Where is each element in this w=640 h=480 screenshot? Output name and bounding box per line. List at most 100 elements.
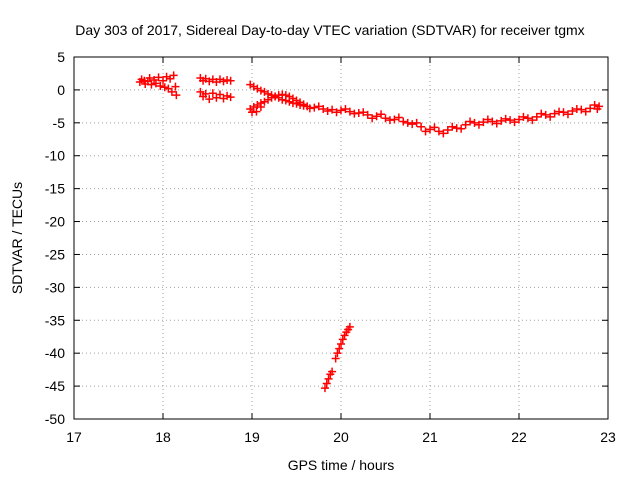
data-point	[264, 95, 273, 104]
data-point	[271, 92, 280, 101]
data-point	[399, 117, 408, 126]
data-point	[338, 335, 347, 344]
data-point	[461, 120, 470, 129]
data-point	[337, 339, 345, 348]
data-point	[417, 122, 426, 131]
data-point	[196, 87, 205, 96]
data-point	[341, 104, 350, 113]
data-point	[501, 114, 510, 123]
data-point	[350, 109, 359, 118]
x-tick-label: 21	[422, 429, 438, 445]
y-axis-label: SDTVAR / TECUs	[9, 182, 25, 294]
data-point	[253, 84, 262, 93]
data-point	[215, 90, 224, 99]
data-point	[332, 108, 341, 117]
data-point	[299, 100, 308, 109]
data-points	[135, 71, 604, 393]
x-tick-label: 20	[333, 429, 349, 445]
data-point	[151, 79, 160, 88]
data-point	[167, 87, 176, 96]
data-point	[426, 125, 434, 134]
data-point	[337, 106, 345, 115]
data-point	[488, 117, 497, 126]
data-point	[169, 71, 178, 80]
data-point	[492, 119, 501, 128]
data-point	[154, 73, 163, 82]
data-point	[568, 106, 577, 115]
data-point	[260, 87, 269, 96]
data-point	[253, 101, 262, 110]
data-point	[546, 112, 555, 121]
data-point	[314, 102, 323, 111]
data-point	[320, 384, 329, 393]
y-tick-label: -50	[45, 411, 65, 427]
data-point	[457, 124, 466, 133]
data-point	[474, 120, 483, 129]
data-point	[162, 72, 171, 81]
data-point	[394, 113, 403, 122]
data-point	[372, 112, 381, 121]
data-point	[377, 110, 386, 119]
x-tick-labels: 17 18 19 20 21 22 23	[66, 429, 616, 445]
x-tick-label: 23	[600, 429, 616, 445]
data-point	[305, 104, 314, 113]
data-point	[537, 109, 546, 118]
data-point	[171, 82, 180, 91]
data-point	[226, 76, 235, 85]
y-tick-label: -30	[45, 279, 65, 295]
data-point	[205, 95, 214, 104]
data-point	[324, 374, 333, 383]
y-tick-label: -20	[45, 214, 65, 230]
data-point	[145, 74, 154, 83]
data-point	[285, 92, 294, 101]
y-tick-label: 0	[57, 82, 65, 98]
data-point	[256, 86, 265, 95]
data-point	[443, 126, 452, 135]
data-point	[434, 127, 443, 136]
x-tick-label: 17	[66, 429, 82, 445]
y-tick-label: -35	[45, 312, 65, 328]
data-point	[159, 76, 167, 85]
data-point	[519, 112, 528, 121]
data-point	[541, 110, 550, 119]
data-point	[403, 118, 412, 127]
x-axis-label: GPS time / hours	[288, 457, 395, 473]
data-point	[248, 108, 256, 117]
data-point	[470, 118, 479, 127]
data-point	[479, 118, 488, 127]
data-point	[246, 80, 255, 89]
x-tick-label: 19	[244, 429, 260, 445]
data-point	[385, 116, 394, 125]
data-point	[328, 367, 337, 376]
data-point	[156, 81, 165, 90]
data-point	[322, 379, 331, 388]
data-point	[331, 354, 340, 363]
data-point	[256, 103, 265, 112]
data-point	[510, 118, 519, 127]
y-tick-label: -25	[45, 246, 65, 262]
data-point	[430, 123, 439, 132]
data-point	[208, 89, 217, 98]
data-point	[359, 108, 368, 117]
data-point	[532, 112, 541, 121]
data-point	[267, 93, 276, 102]
data-point	[226, 93, 235, 102]
data-point	[323, 106, 332, 115]
data-point	[523, 114, 532, 123]
chart-title: Day 303 of 2017, Sidereal Day-to-day VTE…	[75, 22, 584, 38]
data-point	[581, 107, 590, 116]
data-point	[333, 349, 342, 358]
data-point	[593, 104, 602, 113]
y-tick-label: -15	[45, 181, 65, 197]
data-point	[563, 110, 572, 119]
x-tick-label: 22	[511, 429, 527, 445]
axis-ticks	[73, 56, 609, 420]
data-point	[223, 91, 232, 100]
data-point	[483, 115, 492, 124]
y-tick-label: -40	[45, 345, 65, 361]
data-point	[201, 89, 210, 98]
data-point	[368, 114, 377, 123]
data-point	[497, 116, 506, 125]
data-point	[328, 105, 337, 114]
